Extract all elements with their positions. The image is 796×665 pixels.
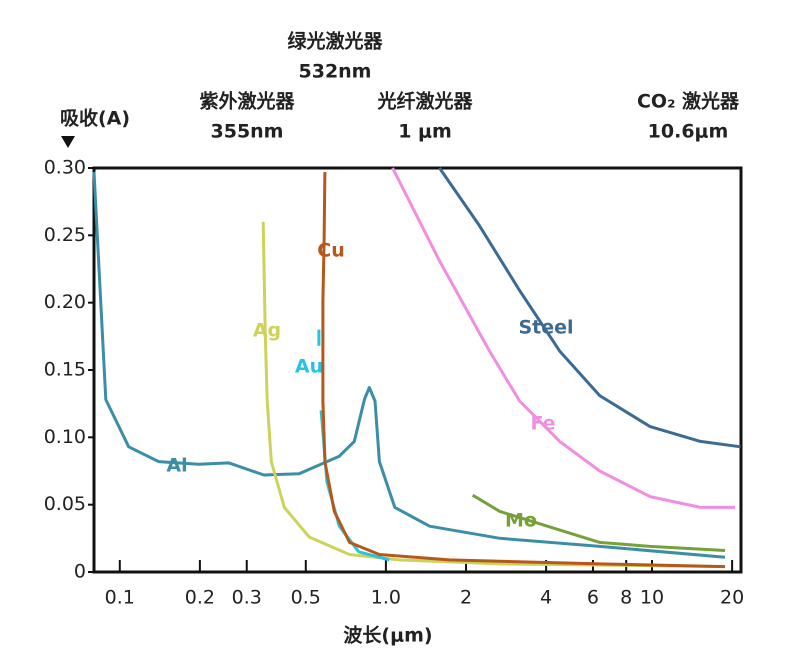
annotation-wavelength: 10.6μm <box>648 121 729 143</box>
series-label: Fe <box>530 413 555 435</box>
y-tick-label: 0.25 <box>44 224 86 246</box>
series-line <box>391 167 735 509</box>
y-tick-label: 0.10 <box>44 426 86 448</box>
x-tick-label: 4 <box>540 587 552 609</box>
y-tick-label: 0 <box>74 561 86 583</box>
annotation-wavelength: 532nm <box>299 61 372 83</box>
series-line <box>321 171 726 569</box>
annotation-name: 绿光激光器 <box>287 30 383 53</box>
annotation-name: CO₂ 激光器 <box>637 90 740 113</box>
series-label: Steel <box>518 317 573 339</box>
x-tick-label: 10 <box>640 587 664 609</box>
series-line <box>261 221 726 569</box>
x-tick-label: 6 <box>587 587 599 609</box>
series-label: Ag <box>253 320 281 342</box>
x-tick-label: 1.0 <box>371 587 401 609</box>
x-tick-label: 0.3 <box>232 587 262 609</box>
x-tick-label: 20 <box>720 587 744 609</box>
x-tick-label: 2 <box>460 587 472 609</box>
series-label: Mo <box>505 510 537 532</box>
x-tick-label: 0.1 <box>105 587 135 609</box>
series-line <box>438 167 741 449</box>
y-tick-label: 0.15 <box>44 359 86 381</box>
y-axis-label: 吸收(A) <box>60 107 130 130</box>
series-line <box>471 493 726 552</box>
series-label: Au <box>295 356 323 378</box>
y-tick-label: 0.05 <box>44 493 86 515</box>
plot-frame <box>92 166 743 574</box>
series-label: Cu <box>317 240 344 262</box>
x-axis-label: 波长(μm) <box>343 624 432 647</box>
annotation-name: 光纤激光器 <box>376 90 473 113</box>
series-line <box>92 171 726 559</box>
y-tick-label: 0.30 <box>44 157 86 179</box>
x-tick-label: 8 <box>620 587 632 609</box>
series-label: Al <box>166 455 187 477</box>
y-axis-arrow <box>61 136 75 148</box>
x-tick-label: 0.5 <box>291 587 321 609</box>
annotation-wavelength: 355nm <box>211 121 284 143</box>
y-tick-label: 0.20 <box>44 291 86 313</box>
x-tick-label: 0.2 <box>185 587 215 609</box>
annotation-name: 紫外激光器 <box>199 90 295 113</box>
annotation-wavelength: 1 μm <box>398 121 452 143</box>
